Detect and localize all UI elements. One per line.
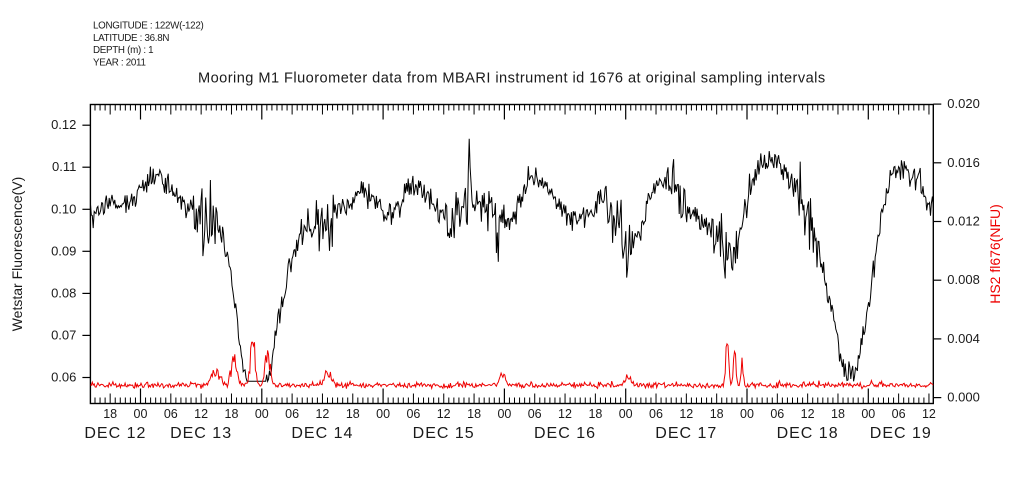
svg-text:18: 18 <box>103 407 117 421</box>
svg-text:DEC 19: DEC 19 <box>870 425 932 442</box>
svg-text:00: 00 <box>134 407 148 421</box>
svg-text:06: 06 <box>892 407 906 421</box>
svg-text:DEPTH (m) : 1: DEPTH (m) : 1 <box>93 45 153 56</box>
svg-text:0.000: 0.000 <box>947 390 980 405</box>
svg-text:18: 18 <box>346 407 360 421</box>
svg-text:0.004: 0.004 <box>947 331 980 346</box>
svg-text:0.07: 0.07 <box>51 327 76 342</box>
svg-text:12: 12 <box>437 407 451 421</box>
svg-text:00: 00 <box>619 407 633 421</box>
svg-text:LONGITUDE : 122W(-122): LONGITUDE : 122W(-122) <box>93 21 203 32</box>
svg-text:12: 12 <box>801 407 815 421</box>
svg-text:DEC 14: DEC 14 <box>291 425 353 442</box>
svg-text:12: 12 <box>679 407 693 421</box>
svg-text:06: 06 <box>285 407 299 421</box>
svg-text:00: 00 <box>255 407 269 421</box>
svg-text:DEC 12: DEC 12 <box>84 425 146 442</box>
svg-text:DEC 13: DEC 13 <box>170 425 232 442</box>
svg-text:18: 18 <box>710 407 724 421</box>
svg-text:DEC 16: DEC 16 <box>534 425 596 442</box>
svg-text:Mooring M1 Fluorometer data fr: Mooring M1 Fluorometer data from MBARI i… <box>198 71 826 87</box>
svg-text:DEC 15: DEC 15 <box>413 425 475 442</box>
svg-text:0.020: 0.020 <box>947 96 980 111</box>
svg-text:0.08: 0.08 <box>51 285 76 300</box>
svg-text:0.10: 0.10 <box>51 201 76 216</box>
svg-text:0.11: 0.11 <box>52 159 76 174</box>
svg-text:12: 12 <box>315 407 329 421</box>
svg-text:12: 12 <box>194 407 208 421</box>
svg-text:0.008: 0.008 <box>947 272 980 287</box>
svg-text:06: 06 <box>649 407 663 421</box>
svg-text:Wetstar Fluorescence(V): Wetstar Fluorescence(V) <box>9 177 25 332</box>
svg-text:DEC 17: DEC 17 <box>655 425 717 442</box>
svg-text:06: 06 <box>406 407 420 421</box>
svg-text:18: 18 <box>225 407 239 421</box>
svg-text:06: 06 <box>164 407 178 421</box>
svg-text:0.012: 0.012 <box>947 214 980 229</box>
svg-text:00: 00 <box>740 407 754 421</box>
svg-text:LATITUDE : 36.8N: LATITUDE : 36.8N <box>93 33 169 44</box>
svg-text:18: 18 <box>588 407 602 421</box>
svg-text:0.12: 0.12 <box>51 117 76 132</box>
svg-text:HS2 fl676(NFU): HS2 fl676(NFU) <box>987 204 1003 304</box>
svg-text:00: 00 <box>376 407 390 421</box>
svg-text:06: 06 <box>528 407 542 421</box>
svg-text:0.06: 0.06 <box>51 370 76 385</box>
svg-text:18: 18 <box>831 407 845 421</box>
svg-text:0.016: 0.016 <box>947 155 980 170</box>
svg-text:12: 12 <box>922 407 936 421</box>
svg-text:0.09: 0.09 <box>51 243 76 258</box>
svg-text:12: 12 <box>558 407 572 421</box>
svg-text:YEAR : 2011: YEAR : 2011 <box>93 57 146 68</box>
svg-text:00: 00 <box>861 407 875 421</box>
svg-text:18: 18 <box>467 407 481 421</box>
svg-text:00: 00 <box>497 407 511 421</box>
svg-text:DEC 18: DEC 18 <box>777 425 839 442</box>
svg-text:06: 06 <box>770 407 784 421</box>
